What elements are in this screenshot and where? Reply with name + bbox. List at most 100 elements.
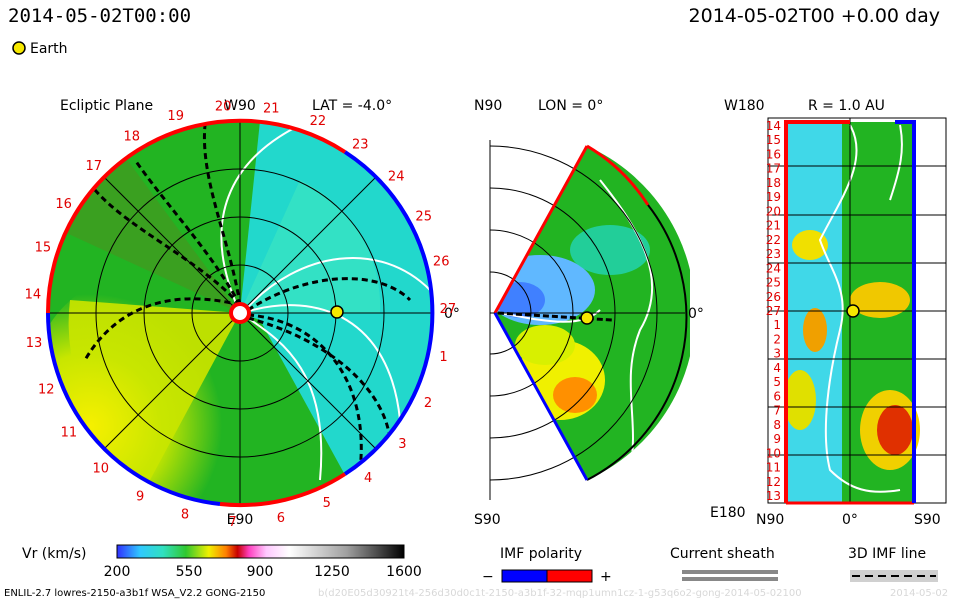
radial-row-label-1: 1	[773, 318, 781, 332]
radial-x-label-s90: S90	[914, 512, 941, 528]
radial-row-label-8: 8	[773, 418, 781, 432]
radial-x-label-0: 0°	[842, 512, 858, 528]
rotation-label-4: 4	[364, 471, 372, 486]
radial-row-label-25: 25	[766, 276, 781, 290]
rotation-label-23: 23	[352, 137, 369, 152]
rotation-label-20: 20	[215, 100, 232, 115]
meridional-right-label: 0°	[688, 306, 704, 322]
radial-bottom-left-label: E180	[710, 505, 746, 521]
earth-marker-radial	[846, 304, 860, 318]
radial-row-label-2: 2	[773, 333, 781, 347]
rotation-label-6: 6	[277, 511, 285, 526]
velocity-colorbar	[116, 544, 405, 559]
radial-panel	[767, 117, 947, 505]
rotation-label-7: 7	[229, 515, 237, 530]
ecliptic-lat-label: LAT = -4.0°	[312, 98, 392, 114]
radial-row-label-5: 5	[773, 375, 781, 389]
positive-polarity-swatch	[546, 569, 593, 583]
rotation-label-22: 22	[310, 114, 327, 129]
radial-row-label-26: 26	[766, 290, 781, 304]
earth-legend-icon	[12, 41, 26, 55]
rotation-label-9: 9	[136, 490, 144, 505]
radial-row-label-15: 15	[766, 133, 781, 147]
radial-row-label-22: 22	[766, 233, 781, 247]
colorbar-tick-200: 200	[104, 564, 131, 580]
current-sheath-title: Current sheath	[670, 546, 775, 562]
radial-top-left-label: W180	[724, 98, 765, 114]
rotation-label-21: 21	[263, 101, 280, 116]
rotation-label-17: 17	[86, 159, 103, 174]
ecliptic-panel	[45, 118, 435, 508]
radial-row-label-14: 14	[766, 119, 781, 133]
radial-row-label-11: 11	[766, 461, 781, 475]
radial-row-label-10: 10	[766, 446, 781, 460]
earth-marker-ecliptic	[330, 305, 344, 319]
rotation-label-15: 15	[35, 240, 52, 255]
radial-row-label-4: 4	[773, 361, 781, 375]
radial-x-label-n90: N90	[756, 512, 784, 528]
radial-row-label-23: 23	[766, 247, 781, 261]
colorbar-tick-1250: 1250	[314, 564, 350, 580]
rotation-label-1: 1	[439, 350, 447, 365]
radial-row-label-18: 18	[766, 176, 781, 190]
radial-r-label: R = 1.0 AU	[808, 98, 885, 114]
rotation-label-13: 13	[26, 336, 43, 351]
left-title: 2014-05-02T00:00	[8, 5, 191, 27]
rotation-label-5: 5	[323, 496, 331, 511]
radial-row-label-24: 24	[766, 261, 781, 275]
radial-row-label-19: 19	[766, 190, 781, 204]
imf-polarity-plus: +	[600, 569, 612, 585]
imf-polarity-minus: −	[482, 569, 494, 585]
current-sheath-swatch-bottom	[682, 577, 778, 581]
meridional-panel	[489, 140, 690, 500]
rotation-label-10: 10	[93, 462, 110, 477]
faint-run-info: b(d20E05d30921t4-256d30d0c1t-2150-a3b1f-…	[318, 588, 802, 599]
rotation-label-25: 25	[415, 209, 432, 224]
radial-row-label-6: 6	[773, 389, 781, 403]
sun-marker	[229, 302, 251, 324]
rotation-label-3: 3	[398, 437, 406, 452]
meridional-bottom-label: S90	[474, 512, 501, 528]
ecliptic-right-label: 0°	[444, 306, 460, 322]
ecliptic-title: Ecliptic Plane	[60, 98, 153, 114]
radial-row-label-27: 27	[766, 304, 781, 318]
rotation-label-19: 19	[167, 109, 184, 124]
ecliptic-bottom-label: E90	[227, 512, 254, 528]
radial-row-labels: 1415161718192021222324252627123456789101…	[766, 119, 781, 503]
radial-row-label-7: 7	[773, 404, 781, 418]
radial-row-label-12: 12	[766, 475, 781, 489]
current-sheath-swatch-top	[682, 570, 778, 574]
radial-row-label-16: 16	[766, 148, 781, 162]
radial-row-label-13: 13	[766, 489, 781, 503]
imf-polarity-title: IMF polarity	[500, 546, 582, 562]
earth-marker-meridional	[580, 311, 594, 325]
rotation-label-26: 26	[433, 254, 450, 269]
imf-line-title: 3D IMF line	[848, 546, 926, 562]
negative-polarity-swatch	[501, 569, 548, 583]
rotation-label-18: 18	[124, 129, 141, 144]
earth-legend-label: Earth	[30, 41, 68, 57]
meridional-lon-label: LON = 0°	[538, 98, 603, 114]
rotation-label-2: 2	[424, 396, 432, 411]
colorbar-tick-1600: 1600	[386, 564, 422, 580]
rotation-label-12: 12	[38, 383, 55, 398]
rotation-label-27: 27	[440, 302, 457, 317]
radial-row-label-21: 21	[766, 219, 781, 233]
model-info: ENLIL-2.7 lowres-2150-a3b1f WSA_V2.2 GON…	[4, 588, 265, 599]
colorbar-tick-900: 900	[247, 564, 274, 580]
radial-row-label-17: 17	[766, 162, 781, 176]
rotation-label-24: 24	[388, 170, 405, 185]
rotation-label-14: 14	[25, 288, 42, 303]
meridional-top-label: N90	[474, 98, 502, 114]
rotation-label-11: 11	[61, 425, 78, 440]
colorbar-tick-550: 550	[176, 564, 203, 580]
ecliptic-top-label: W90	[224, 98, 256, 114]
rotation-label-8: 8	[181, 508, 189, 523]
colorbar-label: Vr (km/s)	[22, 546, 86, 562]
radial-row-label-3: 3	[773, 347, 781, 361]
faint-date: 2014-05-02	[890, 588, 948, 599]
radial-row-label-9: 9	[773, 432, 781, 446]
radial-row-label-20: 20	[766, 204, 781, 218]
